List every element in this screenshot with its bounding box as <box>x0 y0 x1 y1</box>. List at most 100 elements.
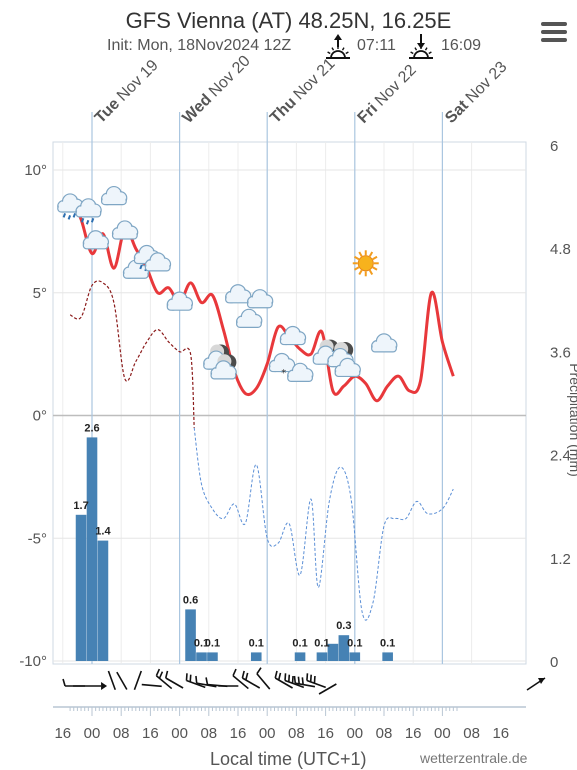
y-axis-right-tick: 1.2 <box>550 551 571 568</box>
cloud-shape <box>334 357 361 378</box>
cloud-shape <box>210 360 237 380</box>
chart-title: GFS Vienna (AT) 48.25N, 16.25E <box>125 8 452 33</box>
day-label-date: Nov 23 <box>463 58 511 106</box>
wind-barb <box>116 671 128 690</box>
wind-barb <box>133 670 143 691</box>
precipitation-bar <box>196 652 207 661</box>
x-axis-hour-label: 00 <box>346 725 363 742</box>
day-label-weekday: Sat <box>442 97 472 127</box>
day-label-weekday: Thu <box>267 94 300 127</box>
menu-button[interactable] <box>541 22 567 44</box>
snow-weather-icon: * <box>268 352 296 379</box>
precipitation-bar <box>97 540 109 661</box>
x-axis-hour-label: 16 <box>54 725 71 742</box>
day-label-weekday: Tue <box>92 95 123 126</box>
x-axis-hour-label: 08 <box>463 725 480 742</box>
sunset-time: 16:09 <box>441 37 482 54</box>
sun-weather-icon <box>352 250 379 277</box>
weather-icons: * <box>57 185 398 382</box>
precipitation-label: 1.7 <box>73 500 88 512</box>
precipitation-label: 0.1 <box>205 637 220 649</box>
y-axis-left-tick: -5° <box>28 530 47 547</box>
cloud-weather-icon <box>111 220 139 240</box>
wind-barb <box>306 673 326 689</box>
x-axis-hour-label: 00 <box>84 725 101 742</box>
wind-barb <box>164 670 184 689</box>
x-axis-hour-label: 16 <box>230 725 247 742</box>
day-label: WedNov 20 <box>179 52 253 126</box>
cloud-shape <box>100 185 128 206</box>
day-label-date: Nov 19 <box>114 57 162 105</box>
y-axis-right-tick: 3.6 <box>550 344 571 361</box>
precipitation-bar <box>327 643 339 661</box>
day-label-date: Nov 22 <box>372 62 420 110</box>
wind-barb <box>155 668 173 690</box>
wind-barb <box>62 678 86 687</box>
precipitation-bar <box>75 514 87 661</box>
precipitation-bar <box>185 609 196 661</box>
wind-barb <box>232 668 249 690</box>
wind-barb <box>185 673 206 689</box>
temperature-line <box>68 193 455 403</box>
cloud-shape <box>236 308 263 328</box>
wind-barb <box>256 667 271 690</box>
wind-barb <box>293 675 316 688</box>
wind-barb <box>284 673 305 689</box>
plot-frame <box>52 141 527 665</box>
y-axis-right-tick: 2.4 <box>550 448 571 465</box>
precipitation-label: 0.1 <box>314 637 329 649</box>
x-axis-hour-label: 08 <box>200 725 217 742</box>
cloud-weather-icon <box>246 289 274 309</box>
day-label-weekday: Fri <box>355 100 381 126</box>
dewpoint-line <box>69 280 195 428</box>
x-axis-hour-label: 08 <box>288 725 305 742</box>
precipitation-label: 1.4 <box>95 526 111 538</box>
day-label: ThuNov 21 <box>267 55 339 127</box>
cloud-shape <box>287 362 314 382</box>
cloud-shape <box>111 220 139 240</box>
cloud-shape <box>75 198 102 218</box>
sunrise-icon <box>326 34 350 59</box>
chart-lines <box>68 193 455 621</box>
cloud-shape <box>144 252 172 272</box>
sunrise-time: 07:11 <box>357 37 396 54</box>
x-axis-hour-label: 08 <box>113 725 130 742</box>
day-label: TueNov 19 <box>92 57 162 127</box>
svg-text:*: * <box>281 368 286 379</box>
credit-text: wetterzentrale.de <box>420 750 528 766</box>
cloud-weather-icon <box>144 252 172 272</box>
wind-barb <box>318 683 337 695</box>
x-axis-hour-label: 16 <box>405 725 422 742</box>
rain-weather-icon <box>75 198 102 225</box>
day-label: FriNov 22 <box>355 62 420 127</box>
wind-barb <box>195 675 217 688</box>
wind-barb <box>274 670 293 689</box>
y-axis-right-tick: 4.8 <box>550 241 571 258</box>
cloud-shape <box>268 352 296 373</box>
wind-barb <box>107 670 117 691</box>
cloud-shape <box>225 284 252 304</box>
sunrise-sunset-icons <box>326 34 433 59</box>
wind-barb <box>141 683 162 688</box>
cloud-weather-icon <box>371 333 398 353</box>
precipitation-bars <box>75 437 393 661</box>
day-label: SatNov 23 <box>442 58 510 126</box>
x-axis-hour-label: 16 <box>492 725 509 742</box>
x-axis-hour-label: 00 <box>259 725 276 742</box>
init-text: Init: Mon, 18Nov2024 12Z <box>107 37 292 54</box>
precipitation-bar <box>294 652 306 661</box>
precipitation-bar <box>86 437 98 661</box>
precipitation-label: 0.1 <box>249 637 264 649</box>
day-label-weekday: Wed <box>179 91 215 127</box>
sunset-icon <box>409 34 433 59</box>
y-axis-left-tick: 0° <box>33 408 47 425</box>
x-axis-hour-label: 16 <box>317 725 334 742</box>
precipitation-label: 0.1 <box>292 637 307 649</box>
wind-barb <box>205 677 228 688</box>
night-weather-icon <box>210 354 237 380</box>
precipitation-label: 0.1 <box>194 637 209 649</box>
precipitation-labels: 1.72.61.40.60.10.1 0.1 0.1 0.10.30.1 0.1 <box>73 422 395 649</box>
wind-barb <box>241 670 261 689</box>
wind-barbs <box>62 667 546 695</box>
wind-arrow-head <box>538 678 545 684</box>
